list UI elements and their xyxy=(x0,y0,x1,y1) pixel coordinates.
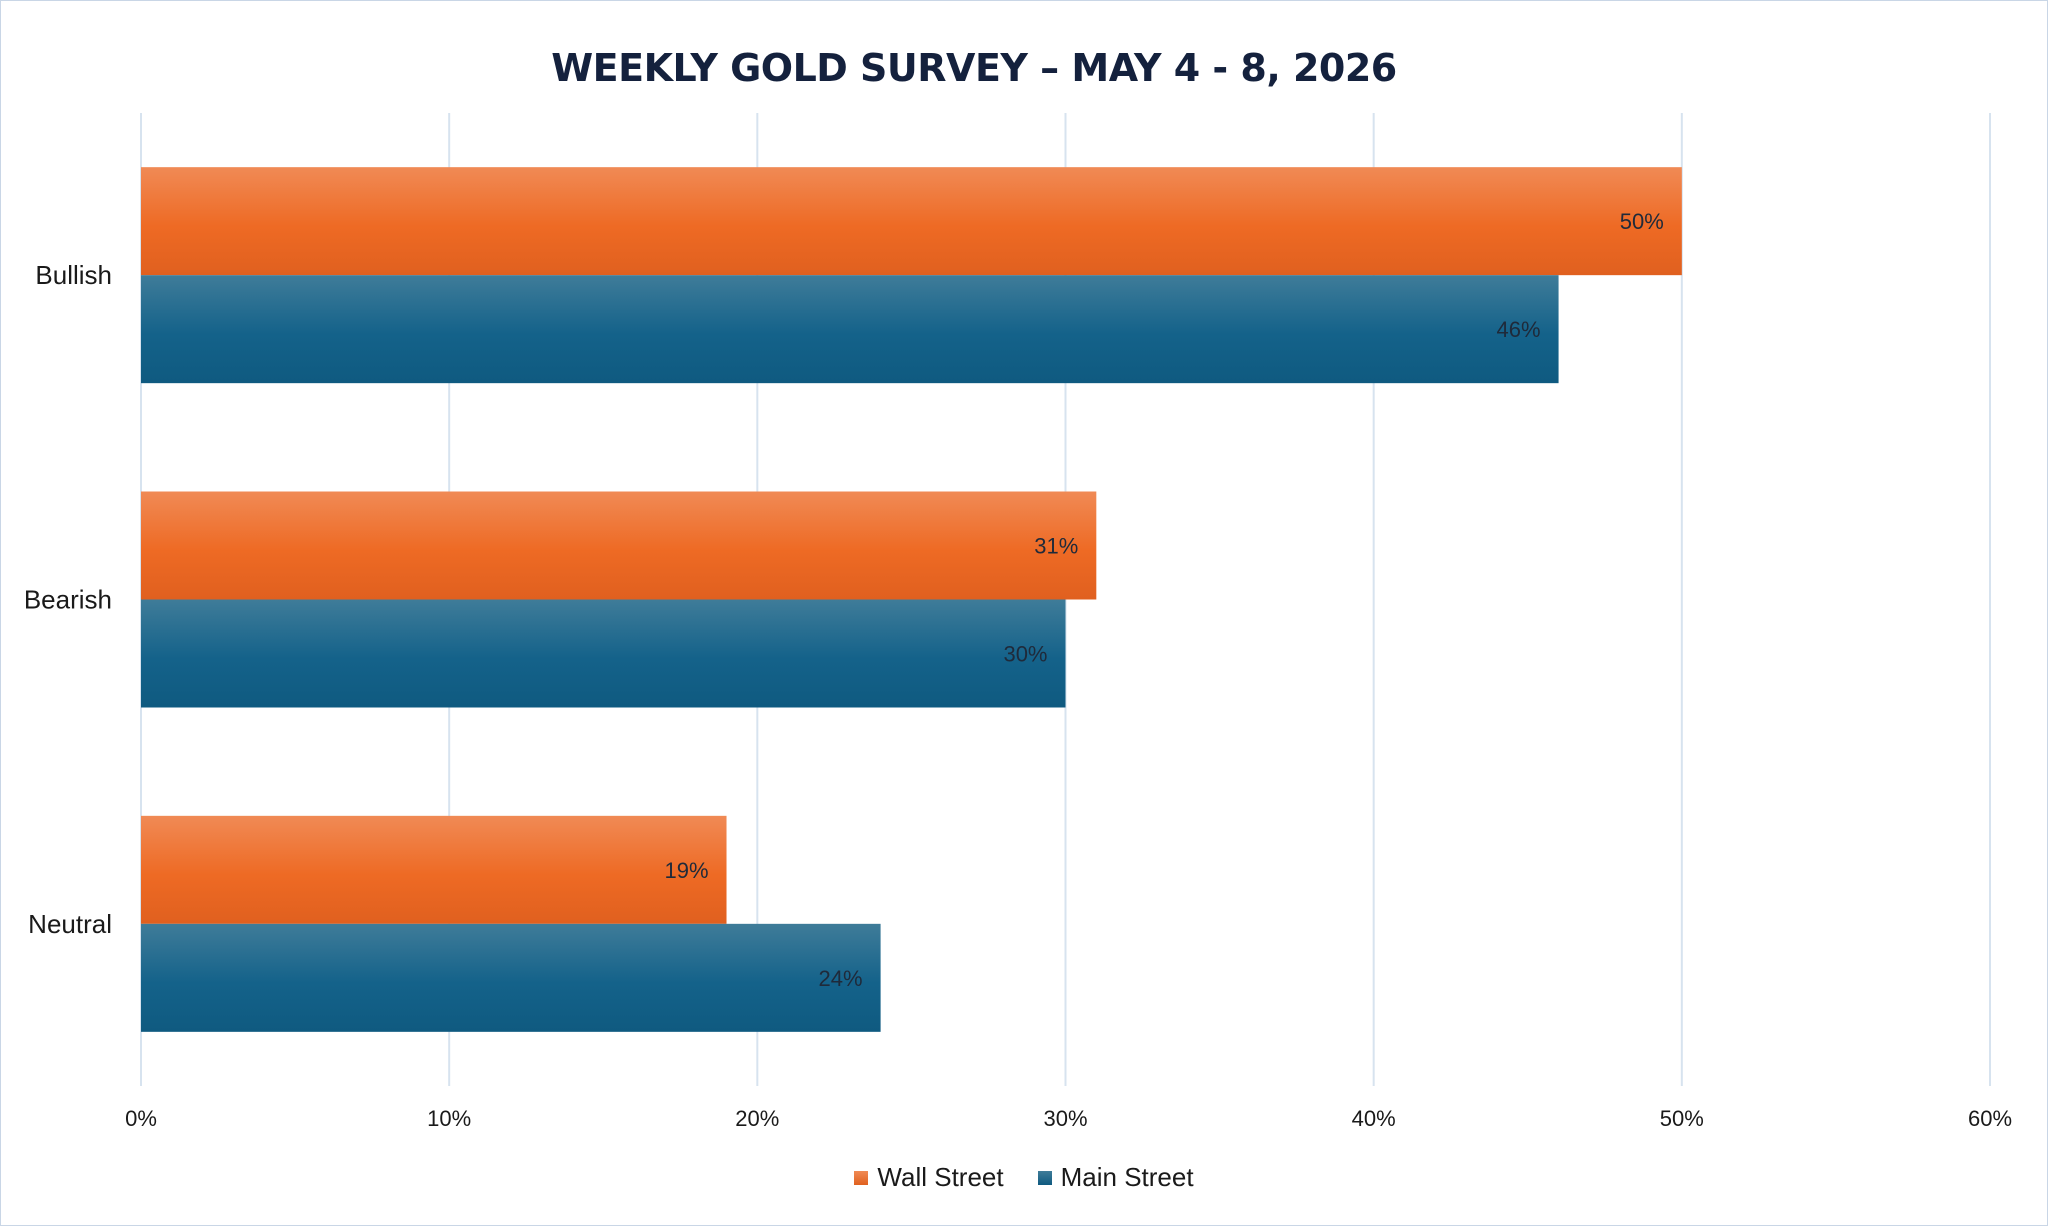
bar-bullish-main-street xyxy=(141,275,1559,384)
data-label-bullish-wall-street: 50% xyxy=(1620,209,1664,234)
bar-neutral-main-street xyxy=(141,923,881,1032)
x-tick-label-30: 30% xyxy=(1043,1106,1087,1131)
data-label-bullish-main-street: 46% xyxy=(1497,317,1541,342)
chart-title: WEEKLY GOLD SURVEY – MAY 4 - 8, 2026 xyxy=(551,46,1397,90)
legend-label-main-street: Main Street xyxy=(1060,1162,1194,1192)
data-label-neutral-wall-street: 19% xyxy=(664,858,708,883)
category-label-bearish: Bearish xyxy=(24,585,112,615)
bars xyxy=(141,167,1682,1032)
x-tick-label-60: 60% xyxy=(1968,1106,2012,1131)
data-label-neutral-main-street: 24% xyxy=(819,966,863,991)
data-label-bearish-main-street: 30% xyxy=(1003,642,1047,667)
legend-item-main-street: Main Street xyxy=(1037,1162,1194,1193)
category-label-neutral: Neutral xyxy=(28,909,112,939)
x-tick-label-20: 20% xyxy=(735,1106,779,1131)
bar-bearish-wall-street xyxy=(141,491,1097,600)
bar-bullish-wall-street xyxy=(141,167,1682,276)
data-label-bearish-wall-street: 31% xyxy=(1034,534,1078,559)
labels: 0% 10% 20% 30% 40% 50% 60% 50% 46% Bullish 31% 30% B… xyxy=(24,209,2012,1131)
x-tick-label-10: 10% xyxy=(427,1106,471,1131)
legend-swatch-wall-street xyxy=(854,1170,869,1185)
x-tick-label-50: 50% xyxy=(1660,1106,1704,1131)
legend-label-wall-street: Wall Street xyxy=(877,1162,1004,1192)
category-label-bullish: Bullish xyxy=(35,260,112,290)
legend-swatch-main-street xyxy=(1037,1170,1052,1185)
bar-bearish-main-street xyxy=(141,599,1066,708)
legend: Wall Street Main Street xyxy=(0,1162,2048,1193)
bar-neutral-wall-street xyxy=(141,815,727,924)
x-tick-label-0: 0% xyxy=(125,1106,157,1131)
legend-item-wall-street: Wall Street xyxy=(854,1162,1004,1193)
x-tick-label-40: 40% xyxy=(1352,1106,1396,1131)
